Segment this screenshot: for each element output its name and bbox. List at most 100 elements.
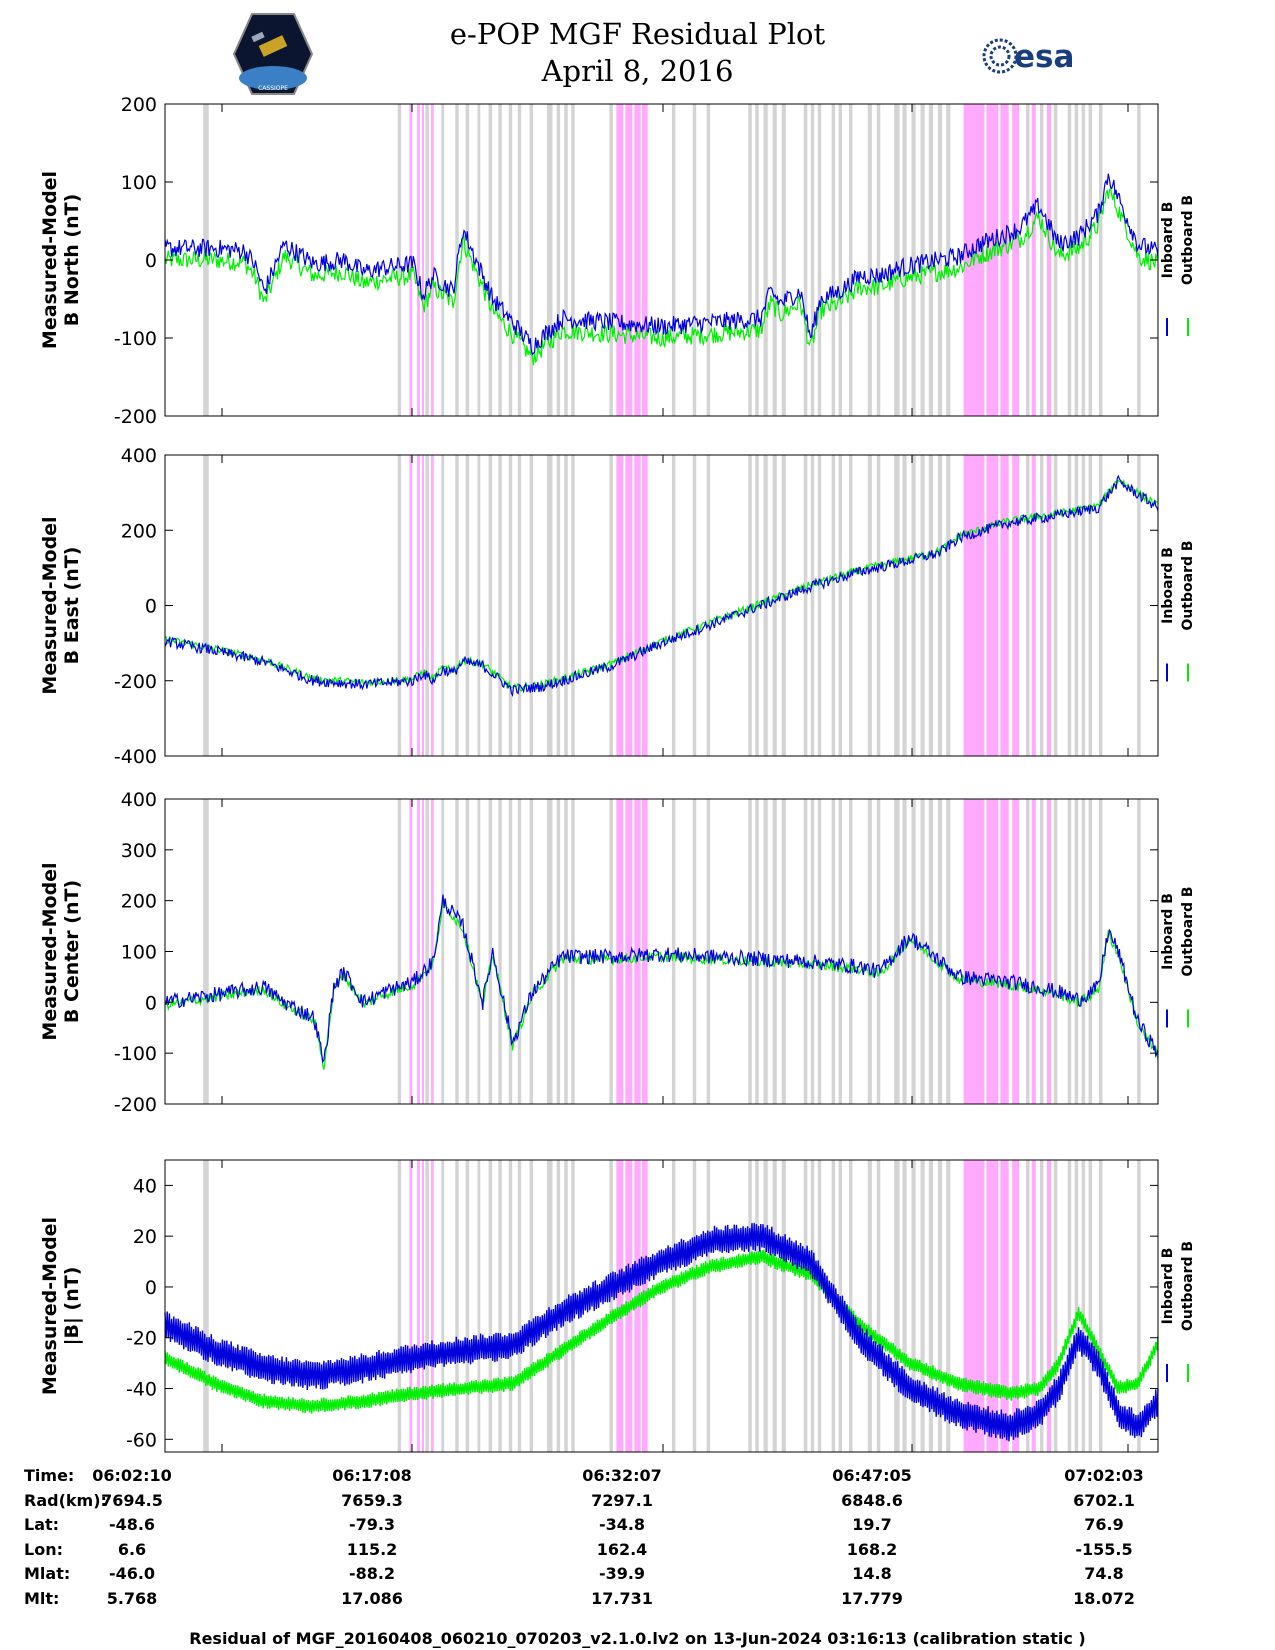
gray-band: [529, 104, 534, 416]
legend-inboard-label: Inboard B: [1160, 202, 1176, 279]
info-cell: 7694.5: [101, 1490, 163, 1510]
info-cell: 7659.3: [341, 1490, 403, 1510]
y-axis-label-line-2: B Center (nT): [61, 880, 83, 1023]
pink-band: [409, 455, 413, 756]
gray-band: [1081, 455, 1086, 756]
pink-band: [1000, 104, 1009, 416]
info-cell: 115.2: [346, 1539, 398, 1559]
info-row-label: Mlat:: [24, 1564, 71, 1583]
inboard-series: [164, 894, 1159, 1064]
gray-band: [706, 104, 711, 416]
gray-band: [1053, 1160, 1058, 1452]
gray-band: [781, 1160, 786, 1452]
gray-band: [755, 1160, 759, 1452]
gray-band: [831, 799, 836, 1104]
y-axis-label: Measured-ModelB East (nT): [39, 516, 83, 694]
gray-band: [848, 104, 853, 416]
gray-band: [810, 1160, 815, 1452]
plot-frame: [164, 798, 1159, 1105]
gray-band: [848, 799, 853, 1104]
outboard-series: [164, 478, 1159, 692]
pink-band: [430, 1160, 434, 1452]
pink-band: [417, 799, 420, 1104]
gray-band: [692, 104, 697, 416]
gray-band: [848, 455, 853, 756]
gray-band: [1081, 799, 1086, 1104]
footer-caption: Residual of MGF_20160408_060210_070203_v…: [189, 1629, 1086, 1648]
logo-left-text: CASSIOPE: [258, 85, 288, 92]
y-tick-label: 400: [121, 445, 157, 467]
gray-band: [706, 1160, 711, 1452]
gray-band: [1098, 1160, 1103, 1452]
info-cell: 7297.1: [591, 1490, 653, 1510]
gray-band: [571, 104, 575, 416]
gray-band: [477, 1160, 481, 1452]
gray-band: [488, 799, 493, 1104]
gray-band: [1098, 799, 1103, 1104]
legend-outboard-label: Outboard B: [1180, 540, 1196, 630]
gray-band: [755, 799, 759, 1104]
gray-band: [838, 455, 843, 756]
info-cell: 17.779: [841, 1588, 903, 1608]
gray-band: [564, 799, 568, 1104]
gray-band: [477, 104, 481, 416]
info-cell: 6.6: [117, 1539, 147, 1559]
gray-band: [508, 1160, 513, 1452]
gray-band: [441, 104, 445, 416]
gray-band: [556, 799, 561, 1104]
pink-band: [417, 104, 420, 416]
pink-band: [1012, 799, 1020, 1104]
gray-band: [810, 455, 815, 756]
y-axis-label: Measured-ModelB North (nT): [39, 171, 83, 349]
pink-band: [642, 104, 648, 416]
info-row-label: Time:: [24, 1466, 75, 1485]
gray-band: [928, 799, 934, 1104]
info-table: Time: 06:02:10 06:17:08 06:32:07 06:47:05 07:…: [24, 1466, 1254, 1626]
pink-band: [986, 455, 999, 756]
gray-band: [803, 799, 808, 1104]
info-cell: 06:17:08: [332, 1466, 412, 1485]
gray-band: [1088, 799, 1093, 1104]
plot-frame: [164, 454, 1159, 757]
gray-band: [772, 455, 777, 756]
y-tick-label: 40: [133, 1175, 157, 1197]
gray-band: [831, 455, 836, 756]
gray-band: [425, 104, 429, 416]
info-cell: -155.5: [1075, 1539, 1133, 1559]
gray-band: [455, 1160, 459, 1452]
gray-band: [894, 1160, 900, 1452]
gray-band: [1053, 799, 1058, 1104]
gray-band: [203, 455, 209, 756]
y-axis-label-line-1: Measured-Model: [39, 171, 61, 349]
y-tick-label: -400: [114, 746, 157, 768]
gray-band: [803, 104, 808, 416]
pink-band: [1000, 799, 1009, 1104]
gray-band: [1053, 455, 1058, 756]
legend-inboard-label: Inboard B: [1160, 547, 1176, 624]
gray-band: [1074, 1160, 1079, 1452]
gray-band: [902, 1160, 907, 1452]
gray-band: [1137, 455, 1141, 756]
gray-band: [498, 455, 502, 756]
gray-band: [517, 455, 522, 756]
gray-band: [1088, 455, 1093, 756]
gray-band: [1067, 799, 1072, 1104]
gray-band: [937, 1160, 943, 1452]
info-cell: 168.2: [846, 1539, 898, 1559]
pink-band: [1000, 1160, 1009, 1452]
pink-band: [642, 1160, 648, 1452]
info-cell: 19.7: [852, 1515, 892, 1534]
gray-band: [441, 1160, 445, 1452]
gray-band: [748, 799, 752, 1104]
gray-band: [609, 799, 613, 1104]
legend-outboard-label: Outboard B: [1180, 1241, 1196, 1331]
gray-band: [441, 455, 445, 756]
gray-band: [671, 455, 676, 756]
gray-band: [781, 455, 786, 756]
info-cell: 6702.1: [1073, 1490, 1135, 1510]
gray-band: [455, 455, 459, 756]
pink-band: [1031, 455, 1036, 756]
panel-bcenter: -200 -100 0 100 200 300 400 Measured-ModelB Cen…: [39, 789, 1196, 1116]
pink-band: [963, 1160, 985, 1452]
pink-band: [642, 455, 648, 756]
